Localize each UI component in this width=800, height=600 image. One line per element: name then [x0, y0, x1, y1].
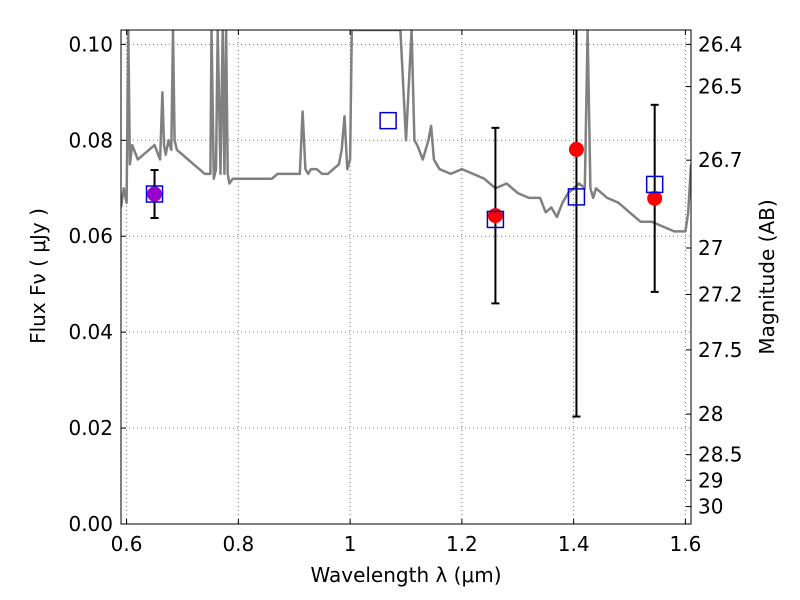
right-tick-label: 27.5 — [698, 338, 743, 362]
synthetic-point — [567, 188, 586, 206]
x-tick-label: 1 — [344, 532, 357, 556]
observed-point — [487, 208, 503, 224]
right-tick-label: 30 — [698, 495, 723, 519]
x-tick-label: 1.6 — [670, 532, 702, 556]
right-tick-label: 28 — [698, 402, 723, 426]
observed-point — [647, 190, 663, 206]
right-tick-label: 26.5 — [698, 75, 743, 99]
y-tick-label: 0.02 — [68, 416, 113, 440]
right-tick-label: 29 — [698, 468, 723, 492]
y-tick-label: 0.04 — [68, 320, 113, 344]
ticks: 0.6 0.8 1 1.2 1.4 1.6 0.00 0.02 0.04 0.06 0.08 0.10… — [68, 30, 743, 556]
x-tick-label: 1.2 — [446, 532, 478, 556]
right-axis-label: Magnitude (AB) — [755, 199, 779, 354]
x-tick-label: 1.4 — [558, 532, 590, 556]
right-tick-label: 26.4 — [698, 32, 743, 56]
y-tick-label: 0.08 — [68, 128, 113, 152]
x-axis-label: Wavelength λ (μm) — [310, 563, 501, 587]
plot-frame — [120, 29, 692, 525]
series-layer — [121, 30, 691, 418]
plot-background — [121, 30, 691, 524]
right-tick-label: 27.2 — [698, 282, 743, 306]
x-tick-label: 0.6 — [111, 532, 143, 556]
observed-point — [147, 186, 163, 202]
right-tick-label: 27 — [698, 236, 723, 260]
x-tick-label: 0.8 — [222, 532, 254, 556]
synthetic-point — [486, 210, 505, 229]
y-tick-label: 0.10 — [68, 32, 113, 56]
y-axis-label: Flux Fν ( μJy ) — [26, 208, 50, 344]
right-tick-label: 28.5 — [698, 443, 743, 467]
synthetic-point — [379, 111, 397, 130]
observed-point — [568, 141, 584, 157]
y-tick-label: 0.00 — [68, 512, 113, 536]
y-tick-label: 0.06 — [68, 224, 113, 248]
synthetic-point — [645, 175, 664, 194]
synthetic-point — [145, 185, 164, 203]
right-tick-label: 26.7 — [698, 148, 743, 172]
